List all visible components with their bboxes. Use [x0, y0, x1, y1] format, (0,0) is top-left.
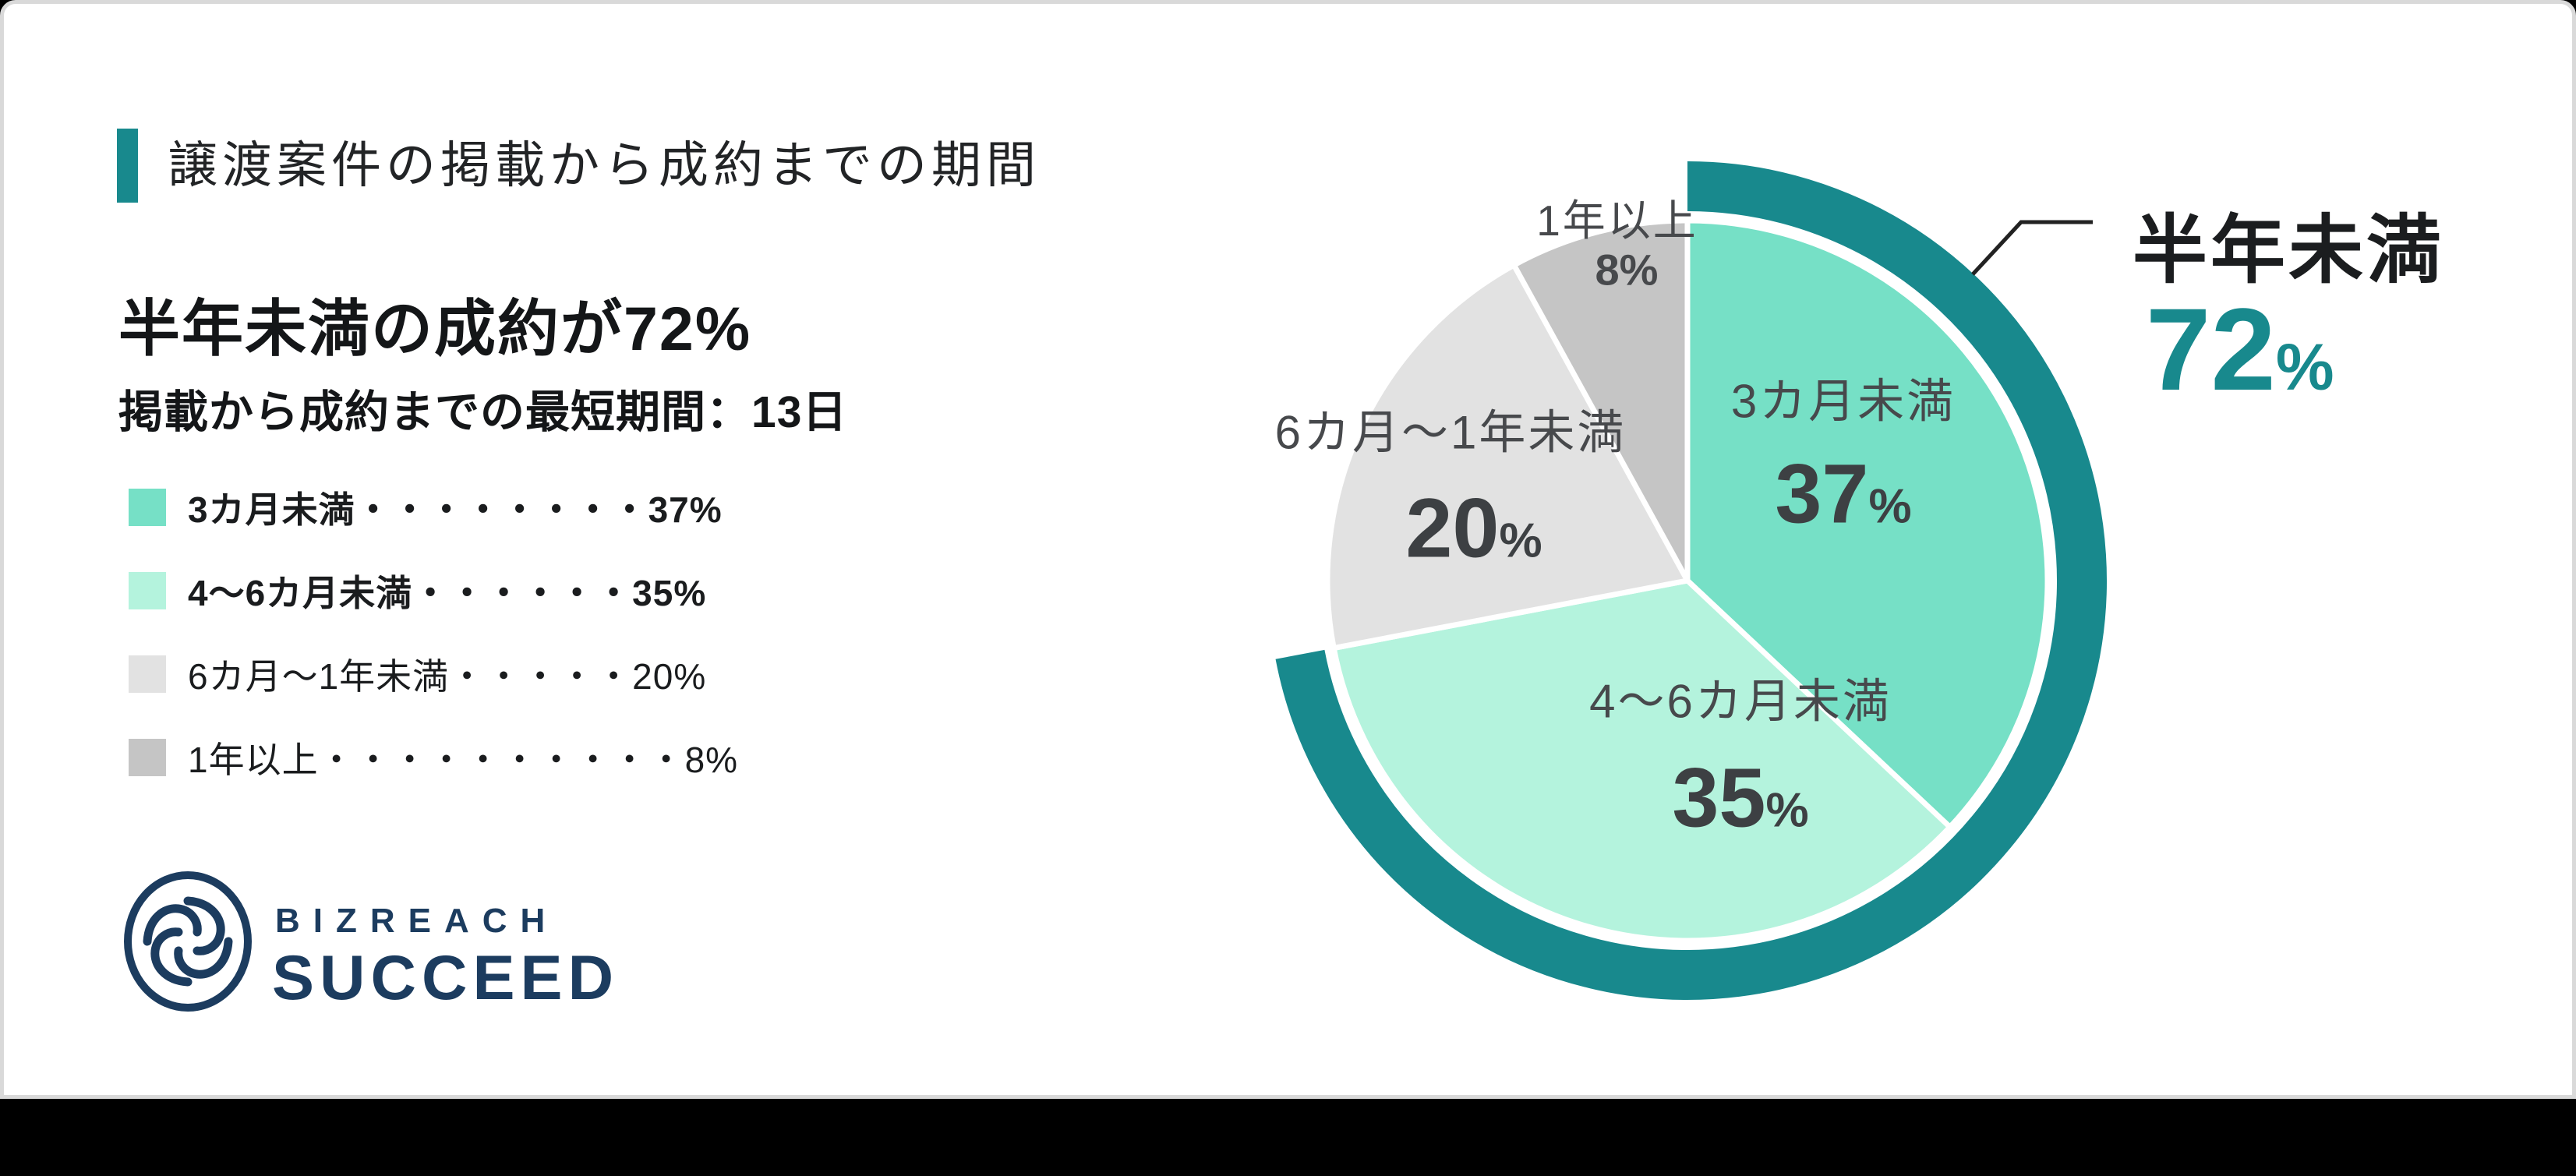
card: 譲渡案件の掲載から成約までの期間 半年未満の成約が72% 掲載から成約までの最短…: [0, 0, 2576, 1099]
legend-dots: ・・・・・・: [412, 573, 633, 613]
pie-slice-value: 20%: [1405, 480, 1542, 575]
legend-value: 8%: [684, 740, 739, 780]
legend-dots: ・・・・・・・・・・: [318, 740, 685, 780]
pie-slice-value: 37%: [1775, 446, 1912, 541]
legend-label: 4〜6カ月未満・・・・・・35%: [188, 573, 707, 613]
pie-slice-value: 35%: [1672, 750, 1809, 845]
pie-slice-0: [1684, 217, 2051, 830]
legend-label: 3カ月未満・・・・・・・・37%: [188, 489, 723, 530]
callout-line: [1971, 220, 2093, 276]
legend-value: 35%: [632, 573, 707, 613]
bottom-band: [0, 1099, 2576, 1176]
pie-slice-1: [1330, 577, 1953, 944]
legend-value: 20%: [632, 656, 707, 697]
legend-item: 3カ月未満・・・・・・・・37%: [129, 487, 723, 530]
legend-swatch: [129, 739, 166, 776]
legend-label: 1年以上・・・・・・・・・・8%: [188, 740, 739, 780]
callout-label: 半年未満: [2133, 209, 2444, 292]
pie-slice-3: [1511, 217, 1691, 584]
highlight-ring: [1275, 161, 2107, 1000]
legend-swatch: [129, 489, 166, 526]
pie-slice-label: 6カ月〜1年未満: [1274, 406, 1627, 459]
logo-brand-text: BIZREACH: [275, 902, 559, 940]
pie-slice-label: 3カ月未満: [1730, 375, 1956, 428]
legend-swatch: [129, 572, 166, 609]
legend-item: 4〜6カ月未満・・・・・・35%: [129, 570, 706, 613]
page-title: 譲渡案件の掲載から成約までの期間: [168, 137, 1041, 193]
legend-dots: ・・・・・: [449, 656, 633, 697]
logo-product-text: SUCCEED: [272, 943, 620, 1013]
headline: 半年未満の成約が72%: [118, 294, 752, 363]
bizreach-succeed-knot-icon: [124, 871, 252, 1012]
pie-slice-2: [1324, 262, 1691, 652]
legend-swatch: [129, 655, 166, 693]
pie-slice-value: 8%: [1595, 245, 1659, 295]
legend-value: 37%: [648, 489, 723, 530]
callout-value: 72%: [2146, 284, 2334, 415]
headline-subtitle: 掲載から成約までの最短期間：13日: [118, 387, 848, 437]
pie-slice-label: 1年以上: [1536, 196, 1698, 245]
legend-label: 6カ月〜1年未満・・・・・20%: [188, 656, 707, 697]
legend-item: 6カ月〜1年未満・・・・・20%: [129, 654, 706, 697]
pie-slice-label: 4〜6カ月未満: [1589, 675, 1892, 728]
legend-item: 1年以上・・・・・・・・・・8%: [129, 737, 738, 780]
title-accent-bar: [117, 129, 138, 203]
pie-svg: [1275, 161, 2107, 1000]
legend-dots: ・・・・・・・・: [355, 489, 648, 530]
